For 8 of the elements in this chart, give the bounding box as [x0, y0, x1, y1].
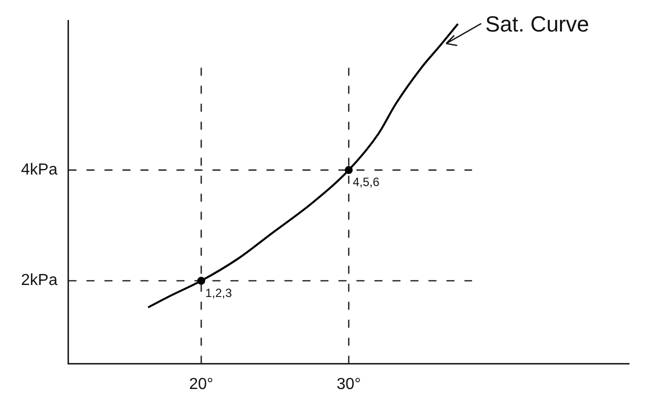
x-tick-label: 30° [336, 376, 361, 393]
line-series [147, 22, 459, 308]
y-tick-label: 4kPa [21, 161, 58, 178]
annotation: Sat. Curve [485, 12, 590, 37]
y-tick-label: 2kPa [21, 272, 58, 290]
annotation: 1,2,3 [205, 286, 232, 300]
x-tick-label: 20° [189, 376, 214, 393]
annotation: 4,5,6 [352, 175, 380, 190]
